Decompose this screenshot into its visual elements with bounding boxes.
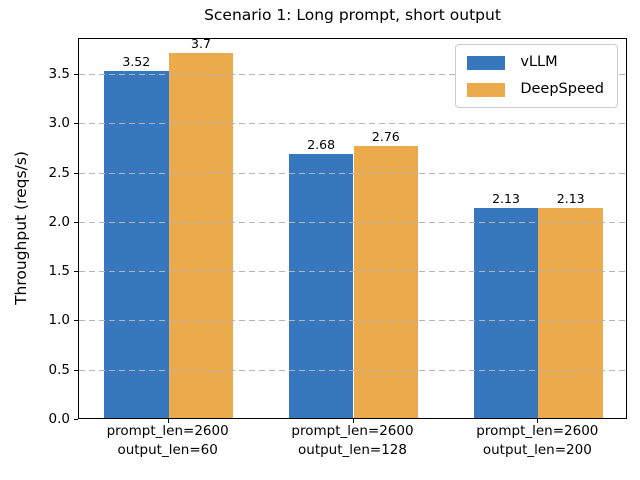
- x-tick-mark: [352, 419, 354, 423]
- bar-value-label: 2.13: [556, 191, 585, 207]
- chart-title: Scenario 1: Long prompt, short output: [204, 6, 501, 24]
- legend-item-deepspeed: DeepSpeed: [467, 81, 604, 98]
- bar-vllm-0: [103, 71, 169, 418]
- x-tick-label: prompt_len=2600 output_len=128: [261, 422, 445, 460]
- x-tick-label-line: output_len=60: [117, 442, 218, 458]
- legend-swatch-vllm: [467, 55, 506, 70]
- bar-value-label: 2.68: [307, 136, 336, 152]
- plot-area: vLLM DeepSpeed 3.52 2.68 2.13 3.7 2.76 2.13: [78, 36, 627, 419]
- legend-label-deepspeed: DeepSpeed: [520, 81, 604, 97]
- bar-vllm-2: [473, 208, 539, 418]
- gridline: [79, 271, 626, 273]
- y-tick-mark: [74, 271, 78, 273]
- y-tick-label: 0.0: [48, 411, 70, 427]
- bar-value-label: 2.13: [492, 191, 520, 207]
- x-tick-label-line: prompt_len=2600: [476, 423, 599, 439]
- y-tick-label: 0.5: [48, 361, 70, 378]
- bar-deepspeed-1: [353, 145, 419, 418]
- legend: vLLM DeepSpeed: [455, 44, 618, 108]
- legend-label-vllm: vLLM: [520, 54, 558, 70]
- y-tick-mark: [74, 369, 78, 371]
- x-tick-label-line: output_len=128: [298, 442, 407, 458]
- y-tick-label: 3.0: [48, 115, 70, 132]
- legend-item-vllm: vLLM: [467, 54, 604, 71]
- y-tick-label: 2.0: [48, 213, 70, 230]
- y-tick-mark: [74, 172, 78, 174]
- y-tick-mark: [74, 320, 78, 322]
- y-tick-label: 1.5: [48, 263, 70, 280]
- gridline: [79, 73, 626, 75]
- y-tick-label: 3.5: [48, 65, 70, 82]
- x-tick-mark: [167, 419, 169, 423]
- gridline: [79, 369, 626, 371]
- bar-vllm-1: [288, 153, 354, 418]
- gridline: [79, 221, 626, 223]
- bar-value-label: 3.52: [122, 54, 151, 70]
- y-tick-mark: [74, 123, 78, 125]
- bar-deepspeed-2: [538, 208, 604, 418]
- gridline: [79, 172, 626, 174]
- y-tick-mark: [74, 73, 78, 75]
- y-tick-label: 1.0: [48, 312, 70, 329]
- gridline: [79, 123, 626, 125]
- x-tick-mark: [537, 419, 539, 423]
- gridline: [79, 320, 626, 322]
- y-tick-label: 2.5: [48, 164, 70, 181]
- x-tick-label-line: output_len=200: [482, 442, 592, 458]
- y-tick-mark: [74, 221, 78, 223]
- bar-deepspeed-0: [168, 53, 234, 418]
- bar-value-label: 2.76: [371, 128, 400, 144]
- x-tick-label-line: prompt_len=2600: [291, 423, 414, 439]
- legend-swatch-deepspeed: [467, 82, 506, 97]
- x-tick-label: prompt_len=2600 output_len=60: [76, 422, 260, 460]
- x-tick-label: prompt_len=2600 output_len=200: [445, 422, 629, 460]
- x-tick-label-line: prompt_len=2600: [106, 423, 229, 439]
- y-tick-mark: [74, 419, 78, 420]
- bar-value-label: 3.7: [191, 36, 211, 52]
